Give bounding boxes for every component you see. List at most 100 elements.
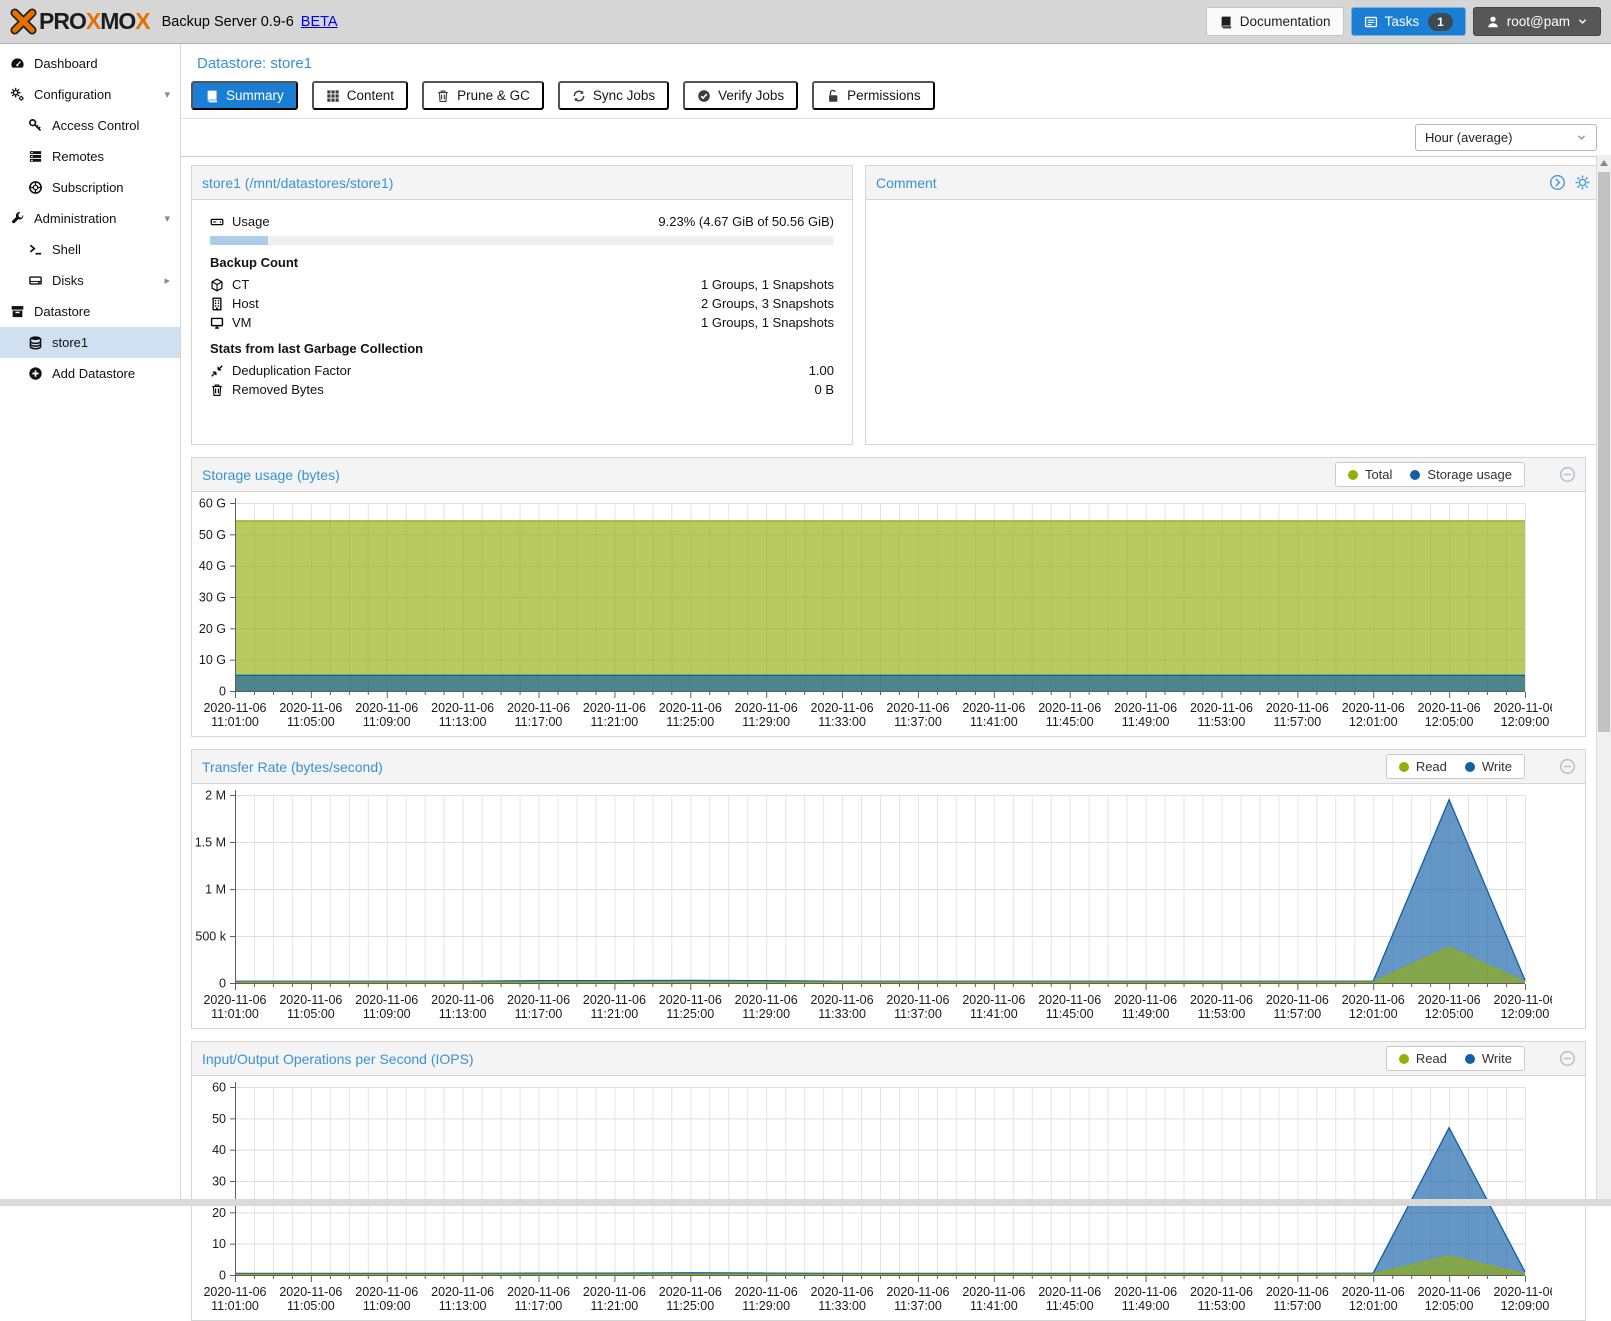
tasks-icon [1364, 15, 1378, 29]
chevron-down-icon [1578, 19, 1587, 24]
lifering-icon [28, 180, 43, 195]
tab-content[interactable]: Content [311, 81, 409, 110]
svg-text:2020-11-06: 2020-11-06 [962, 701, 1025, 715]
stat-row-ct: CT 1 Groups, 1 Snapshots [210, 275, 834, 294]
documentation-button[interactable]: Documentation [1205, 7, 1344, 36]
chart-legend[interactable]: Read Write [1385, 1046, 1525, 1071]
svg-text:2020-11-06: 2020-11-06 [1114, 701, 1177, 715]
tab-permissions[interactable]: Permissions [812, 81, 935, 110]
key-icon [28, 118, 43, 133]
legend-item-read[interactable]: Read [1398, 759, 1447, 774]
svg-text:2020-11-06: 2020-11-06 [659, 701, 722, 715]
svg-text:2020-11-06: 2020-11-06 [886, 1285, 949, 1299]
svg-text:2020-11-06: 2020-11-06 [735, 701, 798, 715]
sidebar-item-shell[interactable]: Shell [0, 234, 180, 265]
sidebar-item-dashboard[interactable]: Dashboard [0, 48, 180, 79]
gauge-icon [10, 56, 25, 71]
sidebar-item-store1[interactable]: store1 [0, 327, 180, 358]
svg-text:0: 0 [219, 1269, 226, 1283]
sidebar-item-subscription[interactable]: Subscription [0, 172, 180, 203]
svg-text:11:45:00: 11:45:00 [1046, 1299, 1094, 1313]
sidebar: Dashboard Configuration ▾ Access Control Rem… [0, 44, 181, 1199]
svg-text:2020-11-06: 2020-11-06 [735, 1285, 798, 1299]
compress-icon [210, 364, 224, 378]
comment-panel-header: Comment [866, 166, 1600, 200]
svg-text:11:53:00: 11:53:00 [1198, 1299, 1246, 1313]
sidebar-item-access-control[interactable]: Access Control [0, 110, 180, 141]
svg-text:11:41:00: 11:41:00 [970, 1299, 1018, 1313]
grid-icon [326, 89, 340, 103]
window-bottom-edge [0, 1199, 1611, 1206]
minus-circle-icon[interactable] [1559, 466, 1576, 483]
user-menu-button[interactable]: root@pam [1472, 7, 1601, 36]
chart-legend[interactable]: Total Storage usage [1334, 462, 1525, 487]
stat-label: Removed Bytes [232, 382, 324, 397]
sidebar-item-label: Access Control [52, 118, 140, 133]
svg-text:2020-11-06: 2020-11-06 [1114, 993, 1177, 1007]
svg-text:1.5 M: 1.5 M [195, 836, 226, 850]
svg-text:11:25:00: 11:25:00 [666, 1007, 714, 1021]
vertical-scrollbar[interactable] [1596, 155, 1611, 1206]
scrollbar-up-arrow-icon[interactable] [1600, 160, 1608, 166]
svg-text:2020-11-06: 2020-11-06 [1038, 701, 1101, 715]
datastore-summary-title: store1 (/mnt/datastores/store1) [202, 174, 394, 191]
svg-text:2 M: 2 M [205, 789, 226, 803]
stat-row-vm: VM 1 Groups, 1 Snapshots [210, 313, 834, 332]
svg-text:11:29:00: 11:29:00 [742, 1007, 790, 1021]
proxmox-logo-icon [10, 8, 37, 35]
svg-text:50: 50 [212, 1112, 226, 1126]
legend-label: Write [1481, 759, 1512, 774]
chart-title: Input/Output Operations per Second (IOPS… [202, 1050, 474, 1067]
tasks-button[interactable]: Tasks 1 [1350, 7, 1466, 36]
legend-item-total[interactable]: Total [1347, 467, 1392, 482]
chart-header: Storage usage (bytes) Total Storage usage [192, 458, 1585, 492]
chart-header: Transfer Rate (bytes/second) Read Write [192, 750, 1585, 784]
sidebar-item-remotes[interactable]: Remotes [0, 141, 180, 172]
remotes-icon [28, 149, 43, 164]
usage-progress-bar [210, 236, 834, 245]
hdd-icon [210, 215, 224, 229]
svg-text:2020-11-06: 2020-11-06 [279, 701, 342, 715]
svg-text:11:33:00: 11:33:00 [818, 1299, 866, 1313]
svg-text:2020-11-06: 2020-11-06 [1418, 1285, 1481, 1299]
chart-body: 0 10 G 20 G 30 G 40 G 50 G 60 G 2020-11-06 11:01… [192, 492, 1585, 736]
beta-link[interactable]: BETA [300, 13, 338, 30]
usage-progress-fill [210, 236, 268, 245]
legend-label: Read [1415, 759, 1447, 774]
disk-icon [28, 273, 43, 288]
check-circle-icon [697, 89, 711, 103]
legend-item-write[interactable]: Write [1464, 1051, 1512, 1066]
minus-circle-icon[interactable] [1559, 1050, 1576, 1067]
comment-panel-title: Comment [876, 174, 937, 191]
sidebar-item-add-datastore[interactable]: Add Datastore [0, 358, 180, 389]
svg-text:11:45:00: 11:45:00 [1046, 1007, 1094, 1021]
sidebar-item-administration[interactable]: Administration ▾ [0, 203, 180, 234]
svg-text:11:49:00: 11:49:00 [1122, 715, 1170, 729]
tab-sync-jobs[interactable]: Sync Jobs [557, 81, 670, 110]
sidebar-item-disks[interactable]: Disks ▸ [0, 265, 180, 296]
svg-text:2020-11-06: 2020-11-06 [1418, 993, 1481, 1007]
tab-prune-gc[interactable]: Prune & GC [422, 81, 544, 110]
svg-text:12:01:00: 12:01:00 [1349, 715, 1398, 729]
time-range-select[interactable]: Hour (average) [1415, 124, 1597, 151]
chart-legend[interactable]: Read Write [1385, 754, 1525, 779]
sidebar-item-configuration[interactable]: Configuration ▾ [0, 79, 180, 110]
svg-text:11:21:00: 11:21:00 [591, 1007, 639, 1021]
svg-text:11:09:00: 11:09:00 [363, 1299, 411, 1313]
svg-text:2020-11-06: 2020-11-06 [1418, 701, 1481, 715]
legend-item-read[interactable]: Read [1398, 1051, 1447, 1066]
legend-item-write[interactable]: Write [1464, 759, 1512, 774]
chart-header-tools: Total Storage usage [1334, 458, 1576, 491]
legend-item-storage-usage[interactable]: Storage usage [1410, 467, 1512, 482]
scrollbar-thumb[interactable] [1598, 172, 1610, 732]
usage-value: 9.23% (4.67 GiB of 50.56 GiB) [658, 214, 834, 229]
sidebar-item-datastore[interactable]: Datastore [0, 296, 180, 327]
tab-verify-jobs[interactable]: Verify Jobs [683, 81, 799, 110]
stat-value: 1 Groups, 1 Snapshots [701, 277, 834, 292]
chart-body: 0 10 20 30 40 50 60 2020-11-06 11:01:00 2020-11-0… [192, 1076, 1585, 1320]
circle-chevron-right-icon[interactable] [1549, 174, 1566, 191]
svg-text:11:25:00: 11:25:00 [666, 1299, 714, 1313]
tab-summary[interactable]: Summary [191, 81, 298, 110]
minus-circle-icon[interactable] [1559, 758, 1576, 775]
gear-icon[interactable] [1574, 174, 1591, 191]
